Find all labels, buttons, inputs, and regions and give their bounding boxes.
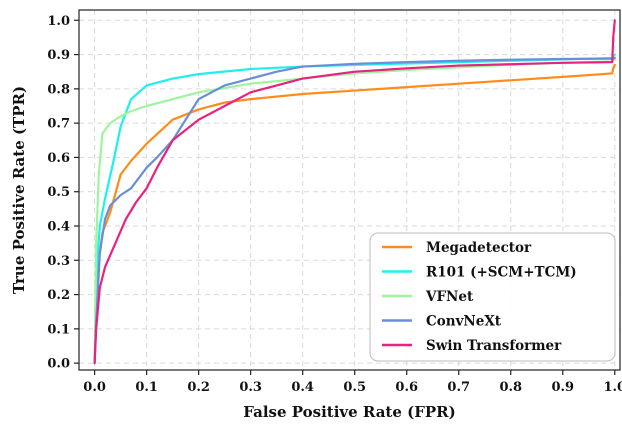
x-tick-label: 0.4 <box>291 380 314 395</box>
y-tick-label: 1.0 <box>47 14 70 29</box>
legend: Megadetector R101 (+SCM+TCM) VFNet ConvNeXt… <box>369 232 616 362</box>
y-tick-label: 0.6 <box>47 151 70 166</box>
x-tick-label: 0.3 <box>239 380 262 395</box>
series-line-convnext <box>93 56 616 365</box>
y-tick-label: 0.1 <box>47 322 70 337</box>
x-tick-label: 0.1 <box>135 380 158 395</box>
legend-box <box>369 232 616 362</box>
y-tick-label: 0.4 <box>47 220 70 235</box>
x-tick-label: 0.8 <box>499 380 522 395</box>
x-tick-label: 0.9 <box>551 380 574 395</box>
y-tick-label: 0.8 <box>47 82 70 97</box>
series-line-swin-transformer <box>93 19 616 365</box>
x-tick-label: 0.7 <box>447 380 470 395</box>
legend-entry-label: VFNet <box>425 289 474 305</box>
y-tick-label: 0.2 <box>47 288 70 303</box>
y-tick-label: 0.7 <box>47 117 70 132</box>
y-axis-label: True Positive Rate (TPR) <box>10 86 28 294</box>
x-tick-label: 1.0 <box>603 380 622 395</box>
legend-entry-label: Megadetector <box>426 240 532 256</box>
x-tick-label: 0.2 <box>187 380 210 395</box>
y-tick-label: 0.5 <box>47 185 70 200</box>
plot-frame <box>78 9 621 371</box>
y-tick-label: 0.9 <box>47 48 70 63</box>
axes: 0.0 0.1 0.2 0.3 0.4 0.5 0.6 0.7 0.8 0.9 1.0 0.0 0.1 0… <box>47 9 622 395</box>
legend-entry-label: R101 (+SCM+TCM) <box>426 265 577 281</box>
legend-entry-label: ConvNeXt <box>426 314 502 330</box>
x-tick-label: 0.5 <box>343 380 366 395</box>
x-axis-label: False Positive Rate (FPR) <box>243 403 455 421</box>
x-tick-label: 0.0 <box>83 380 106 395</box>
x-tick-label: 0.6 <box>395 380 418 395</box>
y-tick-label: 0.0 <box>47 357 70 372</box>
y-tick-label: 0.3 <box>47 254 70 269</box>
series-lines <box>93 19 616 365</box>
legend-entry-label: Swin Transformer <box>426 338 562 354</box>
